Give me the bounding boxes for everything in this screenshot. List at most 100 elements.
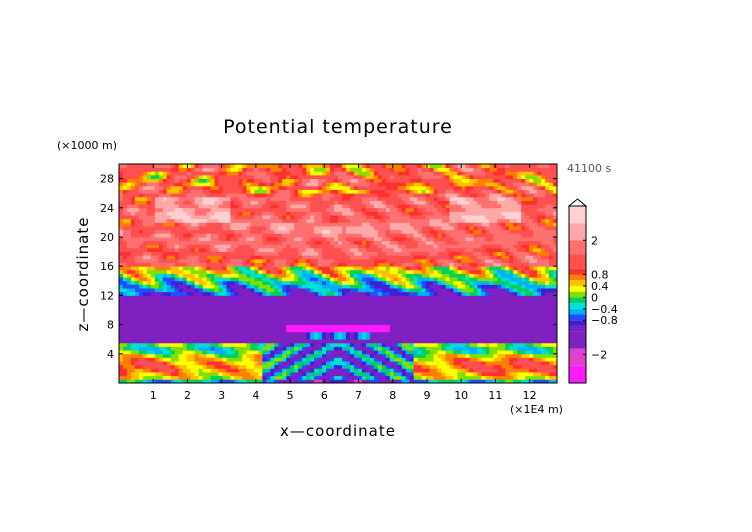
heatmap-cell: [138, 277, 144, 282]
heatmap-cell: [449, 310, 454, 315]
heatmap-cell: [166, 368, 172, 373]
heatmap-cell: [210, 266, 215, 271]
heatmap-cell: [509, 310, 514, 315]
heatmap-cell: [330, 339, 335, 344]
heatmap-cell: [178, 368, 184, 373]
heatmap-cell: [282, 353, 287, 358]
heatmap-cell: [433, 331, 438, 336]
heatmap-cell: [182, 295, 188, 300]
heatmap-cell: [373, 353, 379, 358]
heatmap-cell: [345, 364, 351, 369]
heatmap-cell: [525, 372, 530, 377]
heatmap-cell: [377, 226, 383, 231]
heatmap-cell: [517, 269, 522, 274]
heatmap-cell: [330, 288, 335, 293]
heatmap-cell: [230, 258, 235, 263]
heatmap-cell: [186, 350, 192, 355]
heatmap-cell: [389, 357, 395, 362]
heatmap-cell: [119, 280, 124, 285]
heatmap-cell: [445, 299, 450, 304]
heatmap-cell: [493, 310, 498, 315]
heatmap-cell: [461, 218, 466, 223]
heatmap-cell: [178, 240, 184, 245]
heatmap-cell: [493, 222, 498, 227]
heatmap-cell: [357, 313, 363, 318]
heatmap-cell: [130, 317, 136, 322]
heatmap-cell: [489, 291, 494, 296]
heatmap-cell: [509, 277, 514, 282]
heatmap-cell: [166, 291, 172, 296]
heatmap-cell: [206, 229, 211, 234]
heatmap-cell: [306, 317, 311, 322]
heatmap-cell: [457, 302, 462, 307]
heatmap-cell: [138, 361, 144, 366]
heatmap-cell: [397, 375, 403, 380]
heatmap-cell: [166, 320, 172, 325]
heatmap-cell: [314, 299, 319, 304]
heatmap-cell: [154, 324, 160, 329]
heatmap-cell: [453, 331, 458, 336]
heatmap-cell: [417, 317, 423, 322]
heatmap-cell: [365, 320, 371, 325]
heatmap-cell: [481, 218, 486, 223]
heatmap-cell: [477, 339, 482, 344]
heatmap-cell: [190, 313, 196, 318]
heatmap-cell: [517, 244, 522, 249]
heatmap-cell: [533, 353, 538, 358]
heatmap-cell: [485, 302, 490, 307]
heatmap-cell: [421, 262, 426, 267]
heatmap-cell: [477, 299, 482, 304]
heatmap-cell: [234, 353, 239, 358]
heatmap-cell: [146, 266, 152, 271]
heatmap-cell: [226, 222, 231, 227]
heatmap-cell: [441, 269, 446, 274]
heatmap-cell: [138, 244, 144, 249]
heatmap-cell: [274, 342, 279, 347]
heatmap-cell: [302, 331, 307, 336]
heatmap-cell: [537, 302, 542, 307]
heatmap-cell: [202, 226, 207, 231]
heatmap-cell: [318, 233, 323, 238]
heatmap-cell: [425, 353, 430, 358]
heatmap-cell: [521, 222, 526, 227]
heatmap-cell: [230, 357, 235, 362]
heatmap-cell: [202, 247, 207, 252]
heatmap-cell: [413, 291, 419, 296]
heatmap-cell: [409, 361, 415, 366]
heatmap-cell: [326, 233, 331, 238]
heatmap-cell: [445, 255, 450, 260]
heatmap-cell: [553, 346, 558, 351]
heatmap-cell: [318, 324, 323, 329]
heatmap-cell: [361, 288, 367, 293]
heatmap-cell: [266, 310, 271, 315]
heatmap-cell: [230, 313, 235, 318]
heatmap-cell: [258, 277, 263, 282]
heatmap-cell: [298, 237, 303, 242]
heatmap-cell: [170, 262, 176, 267]
heatmap-cell: [174, 291, 180, 296]
heatmap-cell: [553, 353, 558, 358]
heatmap-cell: [170, 284, 176, 289]
heatmap-cell: [286, 346, 291, 351]
heatmap-cell: [158, 335, 164, 340]
heatmap-cell: [437, 284, 442, 289]
heatmap-cell: [166, 273, 172, 278]
heatmap-cell: [242, 302, 247, 307]
heatmap-cell: [334, 310, 339, 315]
heatmap-cell: [481, 233, 486, 238]
heatmap-cell: [425, 306, 430, 311]
heatmap-cell: [521, 368, 526, 373]
heatmap-cell: [122, 306, 128, 311]
heatmap-cell: [318, 280, 323, 285]
heatmap-cell: [341, 317, 347, 322]
heatmap-cell: [401, 317, 407, 322]
heatmap-cell: [310, 350, 315, 355]
heatmap-cell: [493, 288, 498, 293]
heatmap-cell: [178, 284, 184, 289]
heatmap-cell: [497, 324, 502, 329]
heatmap-cell: [505, 364, 510, 369]
heatmap-cell: [453, 310, 458, 315]
heatmap-cell: [326, 346, 331, 351]
heatmap-cell: [373, 339, 379, 344]
heatmap-cell: [190, 229, 196, 234]
